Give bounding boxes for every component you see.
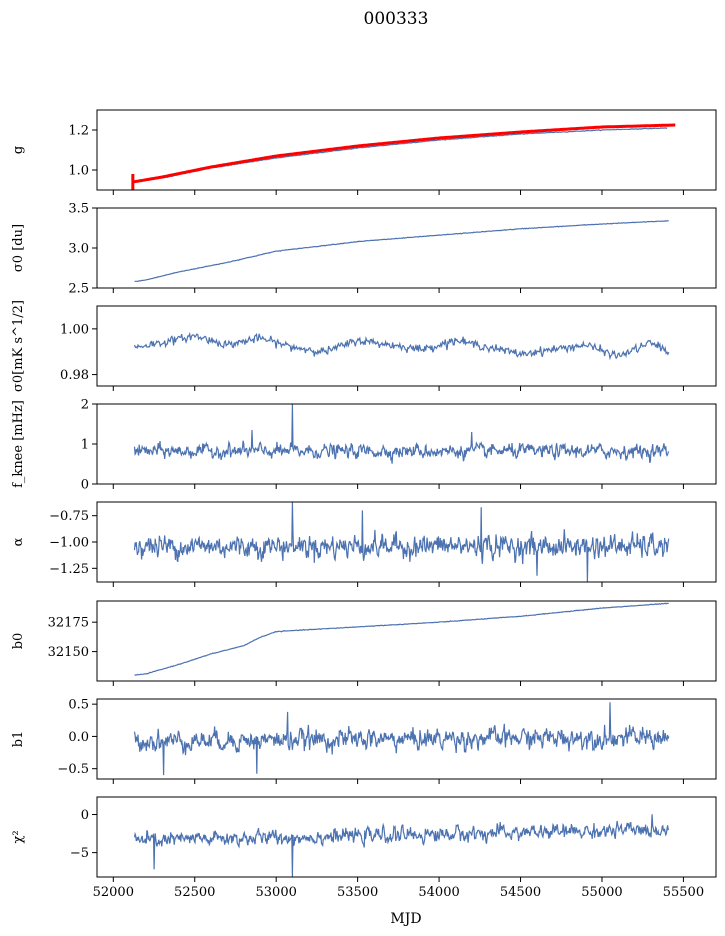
series-line	[133, 814, 670, 878]
series-line	[133, 702, 670, 776]
y-tick-label: 1.0	[68, 164, 89, 179]
y-tick-label: 0.0	[68, 730, 89, 745]
panel-1: 1.0 1.2 g	[11, 109, 717, 195]
panel-frame	[96, 600, 717, 682]
panel-8: −5 0 52000 52500 53000 53500 54000 54500 55000 55…	[11, 796, 717, 900]
y-tick-label: 2.5	[68, 282, 89, 297]
panel-frame	[96, 207, 717, 289]
panels: 1.0 1.2 g 2.5 3.0 3.5 σ0 [du] 0.98 1.00 σ0[mK s^1…	[11, 109, 717, 900]
x-tick-label: 53000	[256, 885, 297, 900]
y-tick-label: 2	[81, 398, 89, 413]
series-line	[134, 220, 669, 283]
y-tick-label: 1	[81, 438, 89, 453]
series-line	[133, 501, 670, 583]
y-tick-label: 0	[81, 808, 89, 823]
y-tick-label: 1.00	[60, 322, 89, 337]
y-tick-label: 32150	[48, 645, 89, 660]
panel-frame	[96, 796, 717, 878]
y-tick-label: −0.75	[49, 509, 89, 524]
series-line	[134, 127, 668, 183]
y-axis-label: g	[11, 146, 26, 154]
panel-6: 32150 32175 b0	[11, 600, 717, 686]
y-axis-label: σ0[mK s^1/2]	[11, 300, 26, 392]
y-tick-label: 32175	[48, 616, 89, 631]
y-tick-label: 1.2	[68, 124, 89, 139]
y-axis-label: χ²	[11, 830, 26, 843]
fit-line	[132, 123, 676, 184]
panel-frame	[96, 109, 717, 191]
panel-7: −0.5 0.0 0.5 b1	[11, 698, 717, 784]
panel-3: 0.98 1.00 σ0[mK s^1/2]	[11, 300, 717, 392]
y-tick-label: −1.00	[49, 536, 89, 551]
panel-5: −1.25 −1.00 −0.75 α	[11, 501, 717, 587]
x-tick-label: 53500	[337, 885, 378, 900]
series-line	[134, 602, 669, 676]
panel-frame	[96, 305, 717, 387]
x-axis-label: MJD	[390, 911, 421, 927]
panel-frame	[96, 501, 717, 583]
y-tick-label: 0.5	[68, 698, 89, 713]
x-tick-label: 55500	[663, 885, 704, 900]
y-tick-label: 0.98	[60, 368, 89, 383]
panel-frame	[96, 403, 717, 485]
series-line	[133, 331, 670, 361]
panel-2: 2.5 3.0 3.5 σ0 [du]	[11, 202, 717, 297]
panel-4: 0 1 2 f_knee [mHz]	[11, 398, 717, 493]
y-tick-label: 3.5	[68, 202, 89, 217]
x-tick-label: 52000	[93, 885, 134, 900]
x-tick-label: 54000	[418, 885, 459, 900]
y-tick-label: 0	[81, 478, 89, 493]
y-axis-label: b1	[11, 731, 26, 748]
panel-frame	[96, 698, 717, 780]
y-axis-label: σ0 [du]	[11, 224, 26, 272]
y-axis-label: α	[11, 537, 26, 546]
x-tick-label: 52500	[174, 885, 215, 900]
y-tick-label: −5	[70, 846, 89, 861]
y-tick-label: 3.0	[68, 242, 89, 257]
y-axis-label: f_knee [mHz]	[11, 400, 26, 488]
x-tick-label: 54500	[500, 885, 541, 900]
x-tick-label: 55000	[581, 885, 622, 900]
y-axis-label: b0	[11, 633, 26, 650]
y-tick-label: −0.5	[57, 762, 89, 777]
series-line	[133, 403, 670, 464]
figure-title: 000333	[364, 9, 429, 29]
y-tick-label: −1.25	[49, 562, 89, 577]
